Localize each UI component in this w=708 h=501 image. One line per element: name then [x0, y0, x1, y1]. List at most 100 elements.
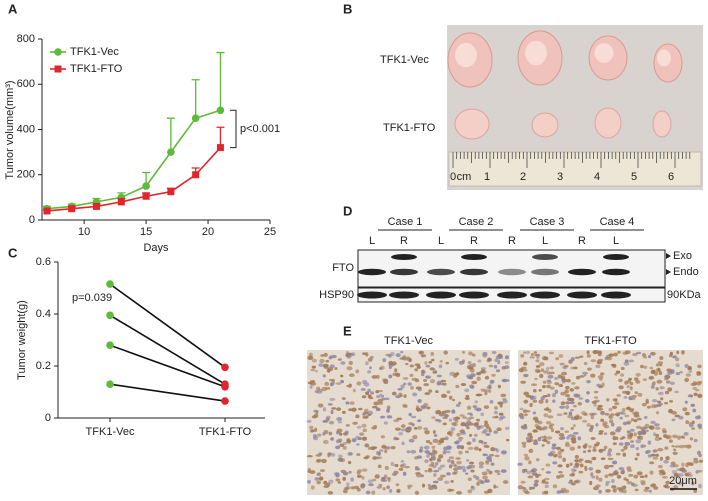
- nucleus: [676, 435, 682, 440]
- panel-label: A: [8, 1, 18, 16]
- nucleus: [562, 457, 566, 462]
- nucleus: [523, 468, 528, 473]
- nucleus: [526, 410, 531, 413]
- nucleus: [424, 361, 428, 365]
- nucleus: [317, 472, 321, 475]
- nucleus: [504, 365, 510, 370]
- nucleus: [519, 407, 524, 411]
- nucleus: [388, 374, 393, 379]
- nucleus: [600, 418, 605, 422]
- nucleus: [612, 488, 617, 493]
- nucleus: [323, 480, 328, 485]
- nucleus: [666, 368, 673, 372]
- nucleus: [517, 462, 523, 466]
- nucleus: [665, 435, 670, 440]
- nucleus: [381, 478, 387, 482]
- nucleus: [402, 471, 407, 476]
- nucleus: [575, 375, 581, 380]
- nucleus: [614, 471, 619, 476]
- nucleus: [367, 357, 373, 362]
- nucleus: [471, 380, 478, 385]
- nucleus: [431, 445, 436, 449]
- pair-line: [109, 283, 226, 368]
- nucleus: [621, 436, 626, 439]
- nucleus: [634, 391, 639, 395]
- nucleus: [352, 388, 356, 393]
- nucleus: [334, 367, 338, 370]
- band: [461, 254, 487, 260]
- nucleus: [576, 414, 580, 417]
- nucleus: [544, 481, 549, 485]
- nucleus: [545, 398, 549, 404]
- series-line: [46, 147, 222, 212]
- error-bar: [191, 79, 200, 119]
- nucleus: [473, 446, 479, 451]
- nucleus: [462, 468, 467, 473]
- nucleus: [521, 425, 528, 430]
- nucleus: [468, 433, 473, 437]
- nucleus: [440, 379, 447, 383]
- nucleus: [633, 474, 639, 479]
- nucleus: [338, 454, 343, 458]
- nucleus: [489, 400, 494, 404]
- nucleus: [467, 412, 473, 416]
- nucleus: [396, 417, 403, 421]
- nucleus: [561, 371, 568, 376]
- nucleus: [685, 444, 692, 449]
- nucleus: [546, 366, 550, 371]
- nucleus: [309, 385, 313, 389]
- nucleus: [543, 477, 550, 481]
- nucleus: [442, 422, 447, 426]
- nucleus: [542, 427, 546, 431]
- y-tick-label: 0.6: [36, 256, 51, 268]
- nucleus: [421, 369, 425, 374]
- nucleus: [345, 485, 351, 490]
- nucleus: [485, 460, 490, 463]
- nucleus: [668, 354, 673, 358]
- nucleus: [429, 442, 433, 445]
- nucleus: [455, 403, 461, 408]
- nucleus: [658, 472, 665, 476]
- nucleus: [408, 412, 412, 417]
- nucleus: [442, 416, 448, 420]
- nucleus: [357, 469, 362, 473]
- nucleus: [397, 387, 403, 391]
- nucleus: [687, 394, 693, 398]
- nucleus: [356, 443, 360, 446]
- significance-bracket: [230, 109, 237, 149]
- nucleus: [371, 405, 378, 409]
- nucleus: [582, 450, 587, 453]
- nucleus: [542, 395, 548, 398]
- nucleus: [603, 464, 610, 470]
- nucleus: [596, 383, 602, 387]
- nucleus: [542, 380, 547, 384]
- nucleus: [612, 405, 618, 409]
- nucleus: [346, 384, 351, 388]
- nucleus: [482, 351, 488, 357]
- nucleus: [547, 415, 554, 419]
- nucleus: [329, 364, 335, 369]
- nucleus: [598, 449, 602, 453]
- error-bar: [166, 117, 175, 153]
- nucleus: [523, 373, 529, 378]
- nucleus: [605, 482, 609, 487]
- nucleus: [478, 465, 484, 469]
- nucleus: [438, 364, 443, 369]
- nucleus: [365, 415, 369, 419]
- nucleus: [592, 448, 597, 452]
- nucleus: [651, 398, 658, 403]
- nucleus: [425, 439, 431, 444]
- nucleus: [585, 399, 590, 403]
- nucleus: [673, 464, 679, 468]
- nucleus: [447, 458, 451, 463]
- marker: [192, 171, 200, 179]
- nucleus: [672, 448, 677, 452]
- nucleus: [337, 358, 342, 361]
- nucleus: [371, 478, 377, 482]
- nucleus: [657, 464, 663, 469]
- nucleus: [355, 369, 360, 374]
- nucleus: [674, 414, 681, 418]
- nucleus: [314, 390, 319, 393]
- nucleus: [310, 429, 315, 433]
